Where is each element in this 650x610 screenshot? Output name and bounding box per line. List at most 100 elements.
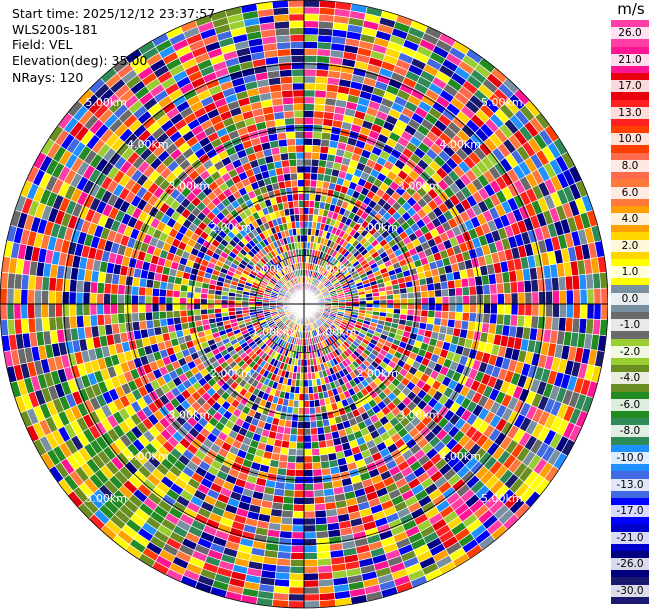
velocity-gate (289, 34, 305, 43)
velocity-gate (96, 281, 106, 294)
velocity-gate (82, 303, 91, 316)
velocity-gate (172, 303, 181, 312)
velocity-gate (75, 303, 84, 317)
velocity-gate (483, 303, 491, 315)
velocity-gate (447, 311, 457, 321)
velocity-gate (298, 213, 305, 222)
velocity-gate (291, 75, 305, 84)
velocity-gate (303, 68, 317, 77)
velocity-gate (290, 179, 299, 188)
velocity-gate (311, 151, 321, 161)
velocity-gate (279, 530, 293, 539)
velocity-gate (292, 96, 305, 105)
velocity-gate (158, 310, 167, 320)
velocity-gate (303, 220, 309, 229)
velocity-gate (62, 278, 71, 293)
velocity-gate (291, 186, 299, 195)
velocity-gate (279, 75, 293, 85)
velocity-gate (186, 303, 194, 311)
velocity-gate (303, 517, 316, 526)
velocity-gate (278, 62, 293, 71)
velocity-gate (286, 461, 297, 470)
velocity-gate (303, 455, 313, 464)
velocity-gate (295, 144, 305, 153)
velocity-gate (41, 289, 50, 305)
velocity-gate (117, 303, 125, 315)
velocity-gate (69, 279, 78, 293)
velocity-gate (317, 564, 333, 574)
velocity-gate (414, 303, 422, 311)
velocity-gate (287, 447, 297, 457)
velocity-gate (151, 311, 161, 321)
velocity-gate (96, 303, 105, 316)
velocity-gate (489, 313, 498, 325)
velocity-gate (600, 303, 608, 321)
velocity-gate (299, 220, 305, 229)
velocity-gate (297, 407, 305, 415)
velocity-gate (316, 544, 331, 553)
velocity-gate (319, 145, 330, 155)
velocity-gate (293, 207, 300, 216)
velocity-gate (282, 103, 295, 112)
velocity-gate (303, 96, 316, 105)
velocity-gate (311, 138, 322, 147)
velocity-gate (286, 138, 297, 147)
velocity-gate (297, 179, 305, 188)
velocity-gate (298, 200, 305, 208)
velocity-gate (306, 365, 312, 374)
velocity-gate (593, 303, 602, 320)
velocity-gate (290, 420, 299, 429)
velocity-gate (303, 531, 317, 540)
velocity-gate (310, 172, 319, 181)
velocity-gate (313, 482, 324, 491)
velocity-gate (41, 276, 51, 291)
velocity-gate (295, 151, 305, 160)
velocity-gate (281, 96, 294, 106)
velocity-gate (564, 317, 574, 333)
velocity-gate (312, 131, 323, 140)
velocity-gate (538, 303, 547, 318)
velocity-gate (303, 172, 312, 181)
velocity-gate (294, 130, 305, 139)
velocity-gate (48, 290, 56, 305)
velocity-gate (455, 303, 464, 313)
velocity-gate (281, 509, 294, 519)
velocity-gate (296, 234, 302, 243)
velocity-gate (27, 289, 36, 305)
velocity-gate (393, 303, 402, 310)
velocity-gate (303, 441, 312, 450)
velocity-gate (206, 298, 215, 305)
velocity-gate (165, 303, 174, 312)
velocity-gate (310, 165, 319, 174)
velocity-gate (297, 193, 305, 201)
velocity-gate (448, 303, 457, 313)
velocity-gate (303, 137, 314, 146)
velocity-gate (296, 441, 305, 450)
velocity-gate (138, 286, 147, 297)
velocity-gate (200, 308, 209, 316)
velocity-gate (13, 288, 22, 305)
velocity-gate (530, 315, 539, 329)
velocity-gate (284, 117, 295, 126)
velocity-gate (277, 55, 292, 64)
velocity-gate (145, 278, 155, 289)
velocity-gate (0, 303, 8, 321)
velocity-gate (303, 179, 311, 188)
velocity-gate (295, 227, 301, 236)
velocity-gate (309, 420, 318, 429)
velocity-gate (291, 531, 305, 540)
velocity-gate (286, 193, 294, 202)
velocity-gate (311, 454, 321, 464)
velocity-gate (0, 287, 8, 305)
velocity-gate (55, 316, 64, 331)
velocity-gate (130, 294, 139, 305)
velocity-gate (420, 303, 429, 311)
velocity-gate (303, 186, 311, 194)
velocity-gate (303, 420, 311, 429)
velocity-gate (292, 82, 305, 91)
velocity-gate (296, 427, 305, 436)
velocity-gate (318, 440, 328, 449)
velocity-gate (287, 200, 295, 209)
velocity-gate (441, 303, 450, 312)
